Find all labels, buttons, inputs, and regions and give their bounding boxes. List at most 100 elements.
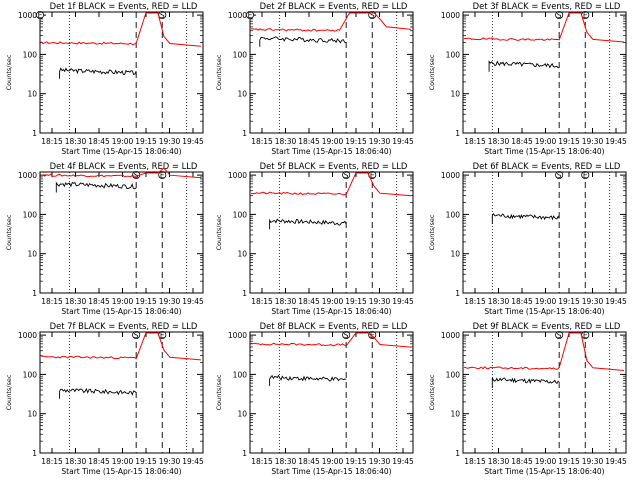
events-series-line xyxy=(491,212,560,224)
marker-circle xyxy=(555,10,564,19)
x-tick-label: 19:45 xyxy=(392,137,414,146)
marker-label: E xyxy=(583,331,588,340)
x-tick-label: 19:00 xyxy=(112,137,134,146)
x-tick-label: 18:15 xyxy=(41,457,63,466)
lld-series-line xyxy=(40,332,202,361)
x-tick-label: 18:45 xyxy=(298,137,320,146)
y-tick-label: 10 xyxy=(237,410,247,419)
panel-7: Det 7f BLACK = Events, RED = LLD Counts/s… xyxy=(5,321,204,476)
x-tick-label: 19:45 xyxy=(392,297,414,306)
panel-title: Det 1f BLACK = Events, RED = LLD xyxy=(50,1,198,11)
x-tick-label: 19:45 xyxy=(392,457,414,466)
marker-label: E xyxy=(248,11,253,20)
marker-label: E xyxy=(370,331,375,340)
lld-series-line xyxy=(463,12,625,43)
x-tick-label: 18:45 xyxy=(298,297,320,306)
panel-title: Det 3f BLACK = Events, RED = LLD xyxy=(473,1,621,11)
x-tick-label: 19:00 xyxy=(112,457,134,466)
y-tick-label: 10 xyxy=(27,250,37,259)
y-tick-label: 1 xyxy=(242,289,247,298)
y-tick-label: 1000 xyxy=(441,11,460,20)
x-tick-label: 19:15 xyxy=(558,137,580,146)
y-tick-label: 1 xyxy=(242,129,247,138)
marker-label: E xyxy=(370,171,375,180)
events-series-line xyxy=(269,374,347,386)
y-tick-label: 100 xyxy=(23,50,38,59)
events-series-line xyxy=(59,387,137,399)
x-tick-label: 19:15 xyxy=(135,137,157,146)
x-tick-label: 18:15 xyxy=(41,137,63,146)
x-tick-label: 19:45 xyxy=(182,137,204,146)
marker-circle xyxy=(342,170,351,179)
y-axis-label: Counts/sec xyxy=(428,374,436,410)
x-tick-label: 19:30 xyxy=(369,297,391,306)
x-tick-label: 18:30 xyxy=(275,137,297,146)
y-tick-label: 100 xyxy=(446,210,461,219)
x-tick-label: 19:00 xyxy=(322,297,344,306)
x-tick-label: 19:15 xyxy=(345,137,367,146)
panel-frame xyxy=(249,11,414,134)
y-tick-label: 100 xyxy=(233,50,248,59)
y-tick-label: 10 xyxy=(237,90,247,99)
y-tick-label: 1000 xyxy=(18,11,37,20)
x-tick-label: 19:15 xyxy=(135,297,157,306)
y-tick-label: 1 xyxy=(455,289,460,298)
y-tick-label: 100 xyxy=(446,370,461,379)
x-tick-label: 18:45 xyxy=(88,137,110,146)
panel-frame xyxy=(249,331,414,454)
y-axis-label: Counts/sec xyxy=(215,214,223,250)
panel-title: Det 4f BLACK = Events, RED = LLD xyxy=(50,161,198,171)
marker-circle xyxy=(132,330,141,339)
panel-title: Det 5f BLACK = Events, RED = LLD xyxy=(260,161,408,171)
lld-series-line xyxy=(250,12,412,32)
panel-title: Det 7f BLACK = Events, RED = LLD xyxy=(50,321,198,331)
x-axis-label: Start Time (15-Apr-15 18:06:40) xyxy=(61,307,181,316)
panel-9: Det 9f BLACK = Events, RED = LLD Counts/s… xyxy=(428,321,627,476)
x-tick-label: 18:15 xyxy=(251,297,273,306)
marker-label: E xyxy=(38,11,43,20)
marker-label: S xyxy=(370,11,375,20)
x-tick-label: 19:15 xyxy=(558,457,580,466)
marker-circle xyxy=(158,170,167,179)
x-tick-label: 19:00 xyxy=(535,137,557,146)
y-axis-label: Counts/sec xyxy=(428,214,436,250)
marker-circle xyxy=(581,170,590,179)
lld-series-line xyxy=(40,12,202,47)
panel-frame xyxy=(39,11,204,134)
events-series-line xyxy=(491,377,560,388)
x-tick-label: 19:45 xyxy=(605,457,627,466)
x-axis-label: Start Time (15-Apr-15 18:06:40) xyxy=(484,467,604,476)
marker-circle xyxy=(342,330,351,339)
panel-title: Det 6f BLACK = Events, RED = LLD xyxy=(473,161,621,171)
marker-label: S xyxy=(557,171,562,180)
x-tick-label: 19:30 xyxy=(159,297,181,306)
x-tick-label: 19:45 xyxy=(182,457,204,466)
marker-circle xyxy=(36,10,45,19)
x-tick-label: 19:45 xyxy=(605,297,627,306)
x-tick-label: 19:15 xyxy=(135,457,157,466)
x-tick-label: 18:30 xyxy=(275,457,297,466)
events-series-line xyxy=(259,36,347,47)
marker-label: E xyxy=(160,171,165,180)
x-tick-label: 19:30 xyxy=(582,457,604,466)
marker-label: S xyxy=(557,331,562,340)
x-tick-label: 19:30 xyxy=(159,137,181,146)
x-tick-label: 18:30 xyxy=(65,297,87,306)
x-axis-label: Start Time (15-Apr-15 18:06:40) xyxy=(61,467,181,476)
y-tick-label: 10 xyxy=(450,90,460,99)
y-tick-label: 1 xyxy=(32,289,37,298)
y-tick-label: 10 xyxy=(27,90,37,99)
x-axis-label: Start Time (15-Apr-15 18:06:40) xyxy=(61,147,181,156)
y-tick-label: 10 xyxy=(450,250,460,259)
x-tick-label: 19:00 xyxy=(535,457,557,466)
x-tick-label: 18:30 xyxy=(488,457,510,466)
y-tick-label: 100 xyxy=(23,210,38,219)
panel-5: Det 5f BLACK = Events, RED = LLD Counts/s… xyxy=(215,161,414,316)
marker-label: E xyxy=(583,11,588,20)
y-tick-label: 1 xyxy=(242,449,247,458)
x-tick-label: 18:15 xyxy=(464,137,486,146)
y-tick-label: 100 xyxy=(23,370,38,379)
panel-title: Det 2f BLACK = Events, RED = LLD xyxy=(260,1,408,11)
marker-circle xyxy=(555,330,564,339)
